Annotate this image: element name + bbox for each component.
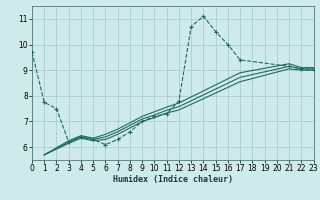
X-axis label: Humidex (Indice chaleur): Humidex (Indice chaleur): [113, 175, 233, 184]
